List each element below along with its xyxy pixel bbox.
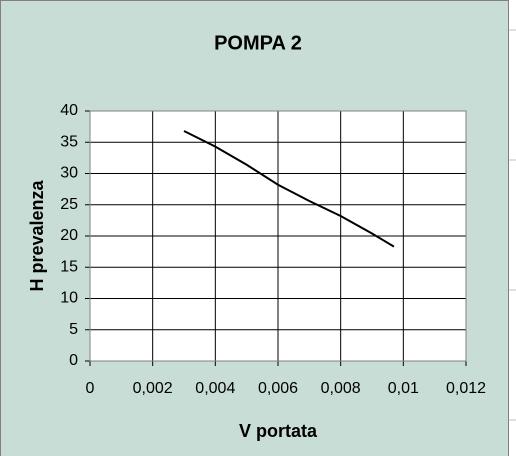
x-axis-label: V portata [239,421,318,441]
x-tick-label: 0,01 [388,380,419,397]
y-tick-label: 25 [60,196,78,213]
y-tick-label: 10 [60,290,78,307]
x-tick-label: 0,008 [321,380,361,397]
y-tick-label: 35 [60,133,78,150]
y-tick-label: 0 [69,352,78,369]
x-tick-label: 0,002 [133,380,173,397]
chart-title: POMPA 2 [214,32,302,54]
y-axis-label: H prevalenza [27,179,47,291]
y-tick-label: 40 [60,102,78,119]
y-tick-label: 15 [60,258,78,275]
plot-border [89,110,467,362]
x-tick-label: 0 [86,380,95,397]
x-tick-label: 0,012 [446,380,486,397]
y-tick-label: 5 [69,321,78,338]
x-tick-label: 0,004 [195,380,235,397]
data-line [183,130,395,248]
x-tick-label: 0,006 [258,380,298,397]
y-tick-label: 20 [60,227,78,244]
y-tick-label: 30 [60,165,78,182]
